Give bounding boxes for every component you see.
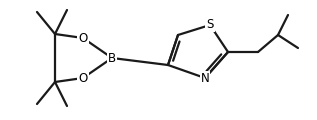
Text: B: B: [108, 51, 116, 65]
Text: O: O: [78, 31, 87, 45]
Text: S: S: [206, 18, 214, 31]
Text: O: O: [78, 72, 87, 84]
Text: N: N: [201, 72, 209, 84]
